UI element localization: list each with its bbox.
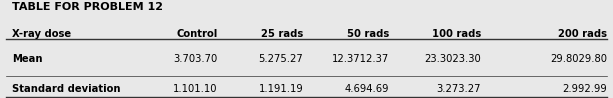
Text: 2.992.99: 2.992.99: [562, 84, 607, 94]
Text: TABLE FOR PROBLEM 12: TABLE FOR PROBLEM 12: [12, 2, 163, 12]
Text: 12.3712.37: 12.3712.37: [332, 54, 389, 64]
Text: 25 rads: 25 rads: [261, 29, 303, 39]
Text: 3.273.27: 3.273.27: [436, 84, 481, 94]
Text: 23.3023.30: 23.3023.30: [424, 54, 481, 64]
Text: 5.275.27: 5.275.27: [259, 54, 303, 64]
Text: Control: Control: [177, 29, 218, 39]
Text: 200 rads: 200 rads: [558, 29, 607, 39]
Text: Mean: Mean: [12, 54, 43, 64]
Text: 1.191.19: 1.191.19: [259, 84, 303, 94]
Text: 50 rads: 50 rads: [347, 29, 389, 39]
Text: 4.694.69: 4.694.69: [345, 84, 389, 94]
Text: 3.703.70: 3.703.70: [173, 54, 218, 64]
Text: 29.8029.80: 29.8029.80: [550, 54, 607, 64]
Text: 100 rads: 100 rads: [432, 29, 481, 39]
Text: Standard deviation: Standard deviation: [12, 84, 121, 94]
Text: 1.101.10: 1.101.10: [173, 84, 218, 94]
Text: X-ray dose: X-ray dose: [12, 29, 71, 39]
